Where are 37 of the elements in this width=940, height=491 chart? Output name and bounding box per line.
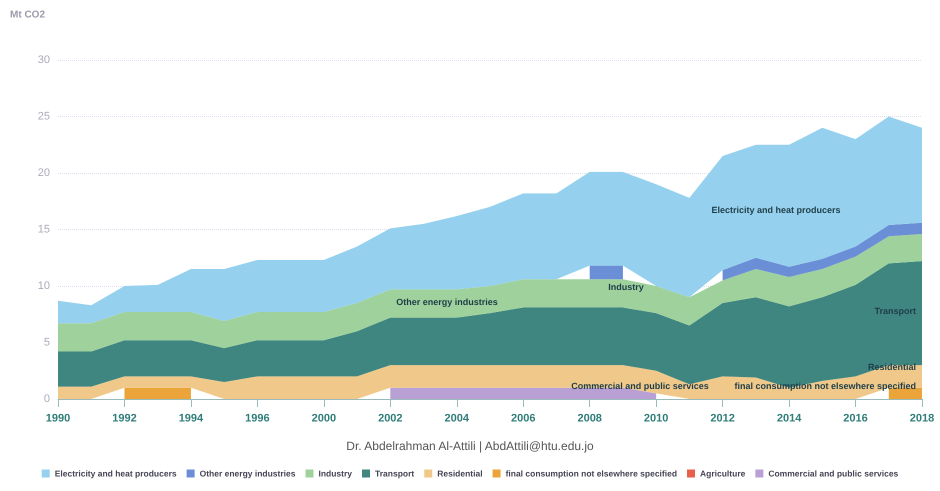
annotation: Electricity and heat producers [711,205,841,215]
x-tick-label: 2002 [378,412,403,424]
annotation: Commercial and public services [571,381,709,391]
x-tick-label: 2008 [577,412,602,424]
legend-label: Electricity and heat producers [54,468,177,478]
x-tick-label: 2012 [710,412,735,424]
annotation: Transport [874,306,916,316]
y-tick-label: 10 [38,280,50,292]
annotation: Other energy industries [396,297,498,307]
annotation: final consumption not elsewhere specified [734,381,916,391]
legend-label: Residential [437,468,483,478]
legend-label: Transport [375,468,414,478]
x-tick-label: 2004 [444,412,470,424]
y-tick-label: 30 [38,54,50,66]
y-tick-label: 20 [38,167,50,179]
x-tick-label: 1994 [178,412,204,424]
y-tick-label: 25 [38,110,50,122]
x-tick-label: 2010 [644,412,668,424]
x-tick-label: 2018 [910,412,934,424]
annotation: Industry [608,282,644,292]
x-tick-label: 2000 [312,412,336,424]
x-tick-label: 2014 [776,412,802,424]
text: Dr. Abdelrahman Al-Attili | AbdAttili@htu.edu.jo [346,439,594,453]
y-axis-title: Mt CO2 [10,10,46,20]
x-tick-label: 2016 [843,412,868,424]
x-tick-label: 1990 [46,412,70,424]
x-tick-label: 1996 [245,412,270,424]
y-tick-label: 5 [44,336,50,348]
legend-label: Commercial and public services [768,468,899,478]
x-tick-label: 1992 [112,412,137,424]
legend-label: Agriculture [700,468,746,478]
y-tick-label: 0 [44,393,50,405]
y-tick-label: 15 [38,224,50,236]
x-tick-label: 2006 [510,412,536,424]
legend-label: Industry [318,468,352,478]
legend-label: final consumption not elsewhere specified [506,468,678,478]
legend-label: Other energy industries [200,468,296,478]
